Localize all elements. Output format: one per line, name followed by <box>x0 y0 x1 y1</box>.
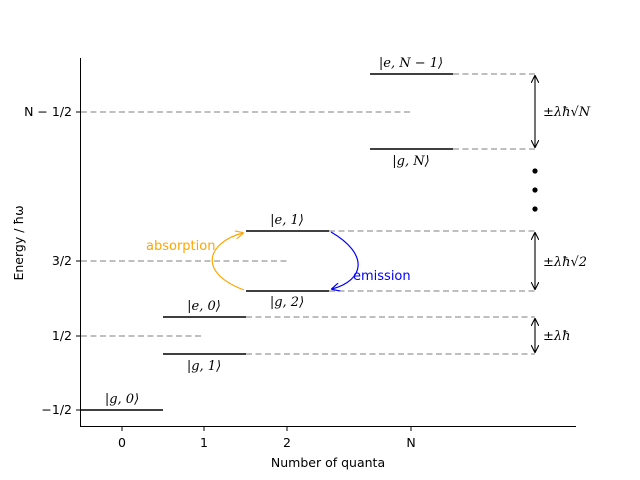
vertical-ellipsis <box>532 168 538 212</box>
guide-lines <box>81 73 535 355</box>
emission-label: emission <box>353 269 411 284</box>
y-tick-label-n-half: N − 1/2 <box>24 104 72 119</box>
absorption-arrow <box>211 233 244 291</box>
splitting-label-2: ±λħ√2 <box>543 255 587 270</box>
level-label-e-0: |e, 0⟩ <box>187 299 221 314</box>
level-label-g-n: |g, N⟩ <box>392 154 429 169</box>
splitting-label-n: ±λħ√N <box>543 105 591 120</box>
energy-levels <box>81 73 453 411</box>
splitting-label-1: ±λħ <box>543 329 571 344</box>
level-label-g-2: |g, 2⟩ <box>270 295 304 310</box>
absorption-label: absorption <box>146 239 215 254</box>
level-label-g-1: |g, 1⟩ <box>187 359 221 374</box>
x-axis-label: Number of quanta <box>271 455 385 470</box>
emission-arrow <box>331 231 359 289</box>
y-tick-label-one-half: 1/2 <box>52 328 72 343</box>
ellipsis-dot-1 <box>532 168 538 174</box>
level-label-e-n-1: |e, N − 1⟩ <box>379 56 443 71</box>
x-tick-label-n: N <box>406 435 415 450</box>
ellipsis-dot-2 <box>532 187 538 193</box>
level-label-g-0: |g, 0⟩ <box>105 392 139 407</box>
ellipsis-dot-3 <box>532 206 538 212</box>
y-tick-label-three-half: 3/2 <box>52 253 72 268</box>
x-tick-label-2: 2 <box>283 435 291 450</box>
axes <box>76 58 576 431</box>
x-tick-label-0: 0 <box>118 435 126 450</box>
level-label-e-1: |e, 1⟩ <box>270 213 304 228</box>
x-tick-label-1: 1 <box>200 435 208 450</box>
y-tick-label-minus-half: −1/2 <box>41 402 72 417</box>
y-axis-label: Energy / ħω <box>11 205 26 280</box>
